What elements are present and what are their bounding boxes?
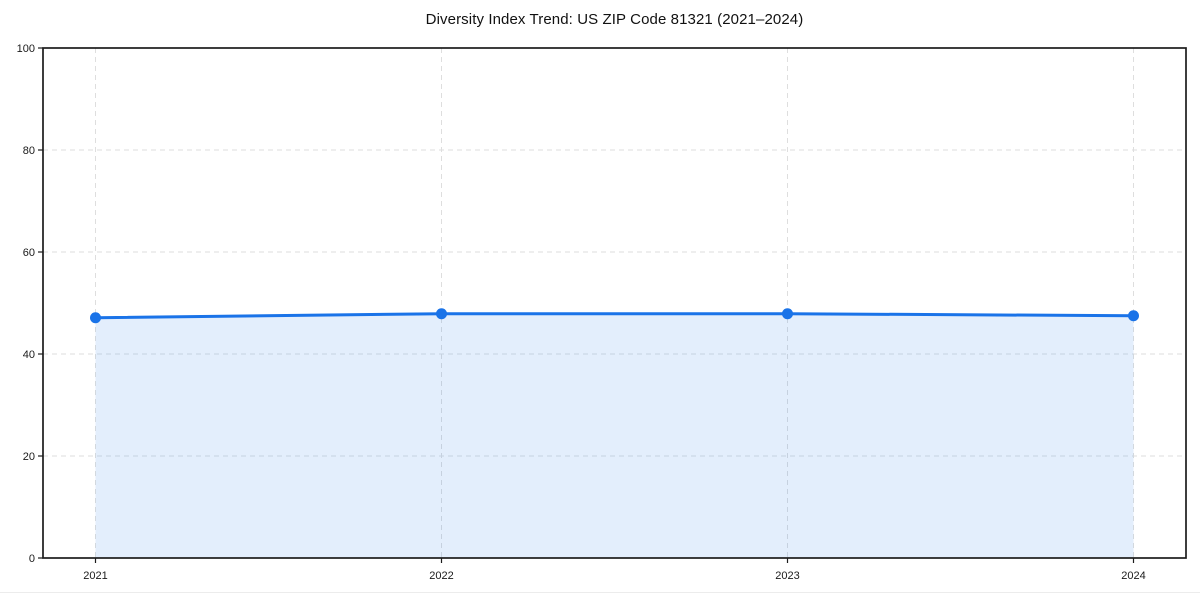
x-tick-label: 2021 [83,570,107,582]
y-tick-label: 40 [23,349,35,361]
y-tick-label: 20 [23,451,35,463]
data-point-2023 [782,308,793,320]
data-point-2021 [90,312,101,324]
x-tick-label: 2023 [775,570,799,582]
y-tick-label: 80 [23,145,35,157]
chart-title: Diversity Index Trend: US ZIP Code 81321… [425,11,804,28]
area-fill [95,313,1134,558]
trend-line [94,312,1135,320]
x-tick-label: 2022 [429,570,453,582]
data-point-2022 [436,308,447,320]
x-tick-label: 2024 [1121,570,1145,582]
data-point-2024 [1128,310,1139,322]
y-tick-label: 100 [17,43,35,55]
y-tick-label: 60 [23,247,35,259]
y-tick-label: 0 [29,553,35,565]
plot-border [42,47,1187,559]
